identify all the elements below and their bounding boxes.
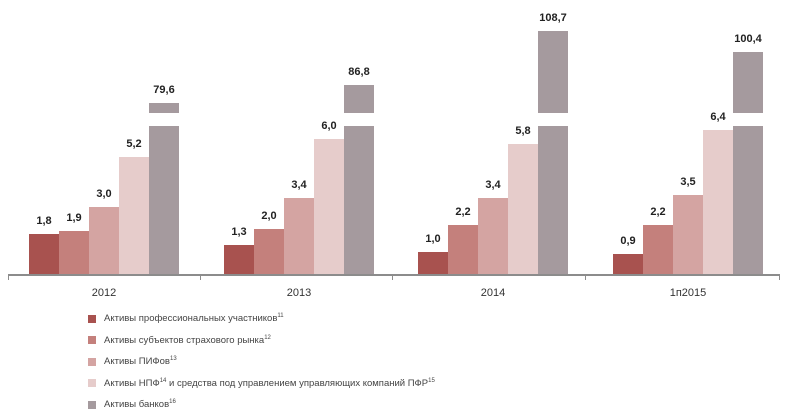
legend-swatch — [88, 357, 96, 366]
legend-swatch — [88, 400, 96, 409]
bar — [448, 224, 478, 274]
value-label: 1,0 — [425, 232, 441, 245]
value-label: 0,9 — [620, 234, 636, 247]
bar — [254, 229, 284, 274]
bar — [224, 244, 254, 274]
value-label: 2,0 — [261, 210, 277, 222]
category-label: 2014 — [480, 287, 506, 299]
value-label: 2,2 — [650, 205, 666, 218]
legend-swatch — [88, 379, 96, 388]
value-label: 6,0 — [321, 120, 337, 132]
axis-tick — [779, 274, 780, 280]
bar — [89, 206, 119, 274]
value-label: 79,6 — [153, 84, 175, 96]
value-label: 3,5 — [680, 176, 696, 189]
category-label: 2012 — [91, 287, 117, 299]
legend-item-pif: Активы ПИФов13 — [88, 351, 435, 373]
legend-item-npf: Активы НПФ14 и средства под управлением … — [88, 373, 435, 395]
bar-banks — [733, 51, 763, 274]
bar — [478, 197, 508, 274]
legend-item-professional: Активы профессиональных участников11 — [88, 308, 435, 330]
bar — [673, 195, 703, 274]
value-label: 3,0 — [96, 187, 112, 200]
value-label: 1,9 — [66, 212, 82, 225]
axis-break — [342, 113, 376, 126]
axis-tick — [8, 274, 9, 280]
bar — [508, 143, 538, 274]
axis-tick — [392, 274, 393, 280]
bar — [643, 224, 673, 274]
bar — [284, 197, 314, 274]
value-label: 6,4 — [710, 111, 726, 123]
bar-banks — [538, 31, 568, 274]
category-label: 2013 — [286, 287, 312, 299]
bar — [59, 231, 89, 274]
value-label: 1,3 — [231, 225, 247, 238]
legend-item-insurance: Активы субъектов страхового рынка12 — [88, 330, 435, 352]
axis-tick — [585, 274, 586, 280]
value-label: 108,7 — [539, 12, 567, 24]
value-label: 5,2 — [126, 138, 142, 150]
axis-break — [536, 113, 570, 126]
value-label: 3,4 — [291, 178, 307, 191]
axis-break — [731, 113, 765, 126]
bar — [418, 251, 448, 274]
legend-swatch — [88, 336, 96, 345]
value-label: 100,4 — [734, 32, 762, 45]
axis-break — [147, 113, 181, 126]
bar — [119, 157, 149, 274]
value-label: 86,8 — [348, 66, 370, 79]
legend-item-banks: Активы банков16 — [88, 394, 435, 416]
bar — [29, 233, 59, 274]
value-label: 2,2 — [455, 205, 471, 218]
bar — [314, 139, 344, 274]
value-label: 3,4 — [485, 178, 501, 191]
category-label: 1п2015 — [669, 287, 707, 299]
bar-chart: 1,8 1,9 3,0 5,2 79,6 2012 1,3 2,0 3,4 6,0 86,8 2013… — [8, 12, 780, 299]
legend: Активы профессиональных участников11 Акт… — [88, 308, 435, 416]
bar — [703, 130, 733, 274]
value-label: 5,8 — [515, 124, 531, 137]
legend-swatch — [88, 314, 96, 323]
axis-tick — [200, 274, 201, 280]
bar — [613, 253, 643, 274]
bar-banks — [149, 103, 179, 274]
value-label: 1,8 — [36, 214, 52, 227]
x-axis — [8, 274, 780, 276]
